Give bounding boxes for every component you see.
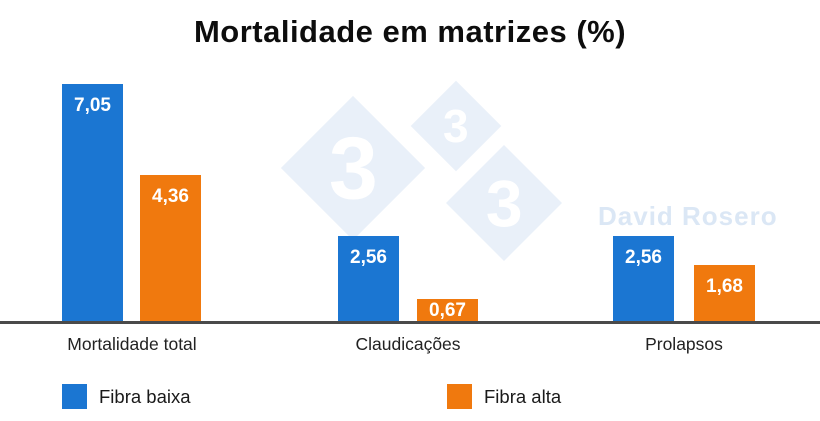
bar-value-label: 0,67 (429, 300, 466, 321)
category-label-claudicacoes: Claudicações (355, 334, 461, 354)
bar-fibra-alta-prolapsos: 1,68 (694, 265, 755, 322)
x-axis-line (0, 321, 820, 324)
bar-fibra-baixa-claudicacoes: 2,56 (338, 236, 399, 322)
category-label-prolapsos: Prolapsos (645, 334, 723, 354)
plot-area: 7,05 4,36 2,56 0,67 2,56 1,68 (62, 84, 755, 322)
chart-title: Mortalidade em matrizes (%) (193, 14, 627, 49)
bar-fibra-baixa-mortalidade-total: 7,05 (62, 84, 123, 322)
legend-swatch-fibra-baixa (62, 384, 87, 409)
bar-fibra-alta-claudicacoes: 0,67 (417, 299, 478, 322)
bar-value-label: 2,56 (625, 247, 662, 268)
watermark-author: David Rosero (598, 201, 778, 231)
legend-item-fibra-baixa: Fibra baixa (62, 384, 191, 409)
legend-swatch-fibra-alta (447, 384, 472, 409)
legend-item-fibra-alta: Fibra alta (447, 384, 561, 409)
category-label-mortalidade-total: Mortalidade total (67, 334, 197, 354)
legend-label: Fibra baixa (99, 385, 191, 407)
bar-value-label: 7,05 (74, 95, 111, 116)
bar-fibra-alta-mortalidade-total: 4,36 (140, 175, 201, 322)
bar-value-label: 4,36 (152, 186, 189, 207)
bar-value-label: 1,68 (706, 276, 743, 297)
bar-fibra-baixa-prolapsos: 2,56 (613, 236, 674, 322)
legend-label: Fibra alta (484, 385, 562, 407)
bar-value-label: 2,56 (350, 247, 387, 268)
